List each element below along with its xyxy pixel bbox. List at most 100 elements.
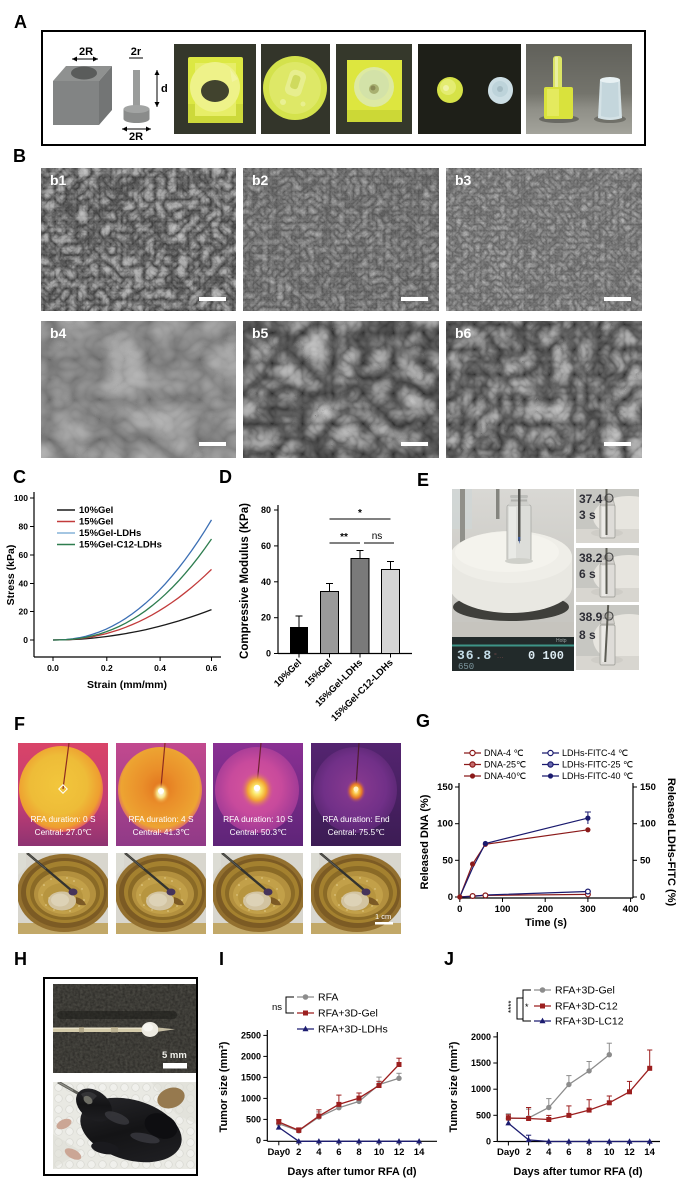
svg-text:Central: 27.0℃: Central: 27.0℃ (35, 827, 92, 837)
svg-text:1500: 1500 (241, 1072, 261, 1082)
svg-text:15%Gel: 15%Gel (79, 517, 113, 528)
svg-text:Days after tumor RFA (d): Days after tumor RFA (d) (287, 1166, 417, 1178)
svg-text:150: 150 (437, 782, 453, 793)
svg-text:100: 100 (640, 819, 656, 830)
svg-text:b6: b6 (455, 325, 472, 341)
svg-text:RFA duration: 0 S: RFA duration: 0 S (30, 814, 95, 824)
svg-text:ns: ns (272, 1002, 282, 1013)
svg-text:0: 0 (448, 892, 453, 903)
svg-text:**: ** (340, 532, 348, 543)
svg-text:Hotp: Hotp (556, 638, 567, 644)
svg-text:1 cm: 1 cm (375, 912, 391, 921)
svg-text:ns: ns (372, 531, 383, 542)
svg-text:100: 100 (495, 904, 511, 915)
svg-text:5 mm: 5 mm (162, 1050, 187, 1061)
svg-text:LDHs-FITC-4 ℃: LDHs-FITC-4 ℃ (562, 748, 628, 758)
svg-text:Stress (kPa): Stress (kPa) (5, 545, 17, 606)
svg-text:80: 80 (19, 522, 29, 532)
svg-text:0: 0 (266, 649, 271, 659)
svg-text:80: 80 (261, 505, 271, 515)
svg-text:300: 300 (580, 904, 596, 915)
svg-text:4: 4 (316, 1147, 322, 1158)
svg-text:20: 20 (261, 613, 271, 623)
svg-text:b2: b2 (252, 172, 269, 188)
svg-text:d: d (161, 83, 168, 95)
svg-text:6: 6 (336, 1147, 341, 1158)
svg-text:Tumor size (mm³): Tumor size (mm³) (448, 1041, 460, 1132)
svg-text:3 s: 3 s (579, 508, 596, 522)
svg-text:Released LDHs-FITC (%): Released LDHs-FITC (%) (665, 778, 677, 907)
svg-text:2: 2 (296, 1147, 301, 1158)
svg-text:15%Gel-C12-LDHs: 15%Gel-C12-LDHs (79, 540, 162, 551)
svg-text:RFA+3D-C12: RFA+3D-C12 (555, 1001, 618, 1013)
svg-text:0: 0 (486, 1137, 491, 1147)
svg-text:10: 10 (374, 1147, 385, 1158)
svg-text:14: 14 (644, 1147, 655, 1158)
svg-text:1000: 1000 (471, 1084, 491, 1094)
svg-text:1500: 1500 (471, 1058, 491, 1068)
svg-text:10%Gel: 10%Gel (79, 505, 113, 516)
svg-text:RFA+3D-Gel: RFA+3D-Gel (318, 1008, 378, 1020)
svg-text:Day0: Day0 (267, 1147, 290, 1158)
svg-text:0: 0 (23, 635, 28, 645)
svg-text:RFA+3D-LDHs: RFA+3D-LDHs (318, 1024, 388, 1036)
svg-text:Strain (mm/mm): Strain (mm/mm) (87, 679, 167, 691)
svg-text:0: 0 (256, 1135, 261, 1145)
svg-text:b4: b4 (50, 325, 67, 341)
svg-text:37.4: 37.4 (579, 492, 603, 506)
svg-text:RFA duration: 10 S: RFA duration: 10 S (223, 814, 293, 824)
svg-text:14: 14 (414, 1147, 425, 1158)
svg-text:500: 500 (476, 1110, 491, 1120)
svg-text:DNA-40℃: DNA-40℃ (484, 771, 526, 781)
svg-text:RFA: RFA (318, 992, 338, 1004)
svg-text:Compressive Modulus (KPa): Compressive Modulus (KPa) (239, 503, 251, 659)
svg-text:0: 0 (640, 892, 645, 903)
svg-text:50: 50 (442, 855, 453, 866)
svg-text:°…: °… (494, 652, 504, 660)
svg-text:2R: 2R (79, 46, 93, 58)
svg-text:1000: 1000 (241, 1093, 261, 1103)
svg-text:50: 50 (640, 855, 651, 866)
svg-text:6: 6 (566, 1147, 571, 1158)
svg-text:150: 150 (640, 782, 656, 793)
svg-text:200: 200 (537, 904, 553, 915)
svg-text:0 100: 0 100 (528, 649, 564, 663)
svg-text:60: 60 (261, 541, 271, 551)
svg-text:8: 8 (356, 1147, 361, 1158)
svg-text:8: 8 (586, 1147, 591, 1158)
svg-text:DNA-4 ℃: DNA-4 ℃ (484, 748, 524, 758)
svg-text:LDHs-FITC-25 ℃: LDHs-FITC-25 ℃ (562, 760, 633, 770)
svg-text:40: 40 (19, 579, 29, 589)
svg-text:RFA+3D-LC12: RFA+3D-LC12 (555, 1016, 624, 1028)
svg-text:650: 650 (458, 662, 474, 671)
svg-text:40: 40 (261, 577, 271, 587)
svg-text:RFA duration: 4 S: RFA duration: 4 S (128, 814, 193, 824)
svg-text:12: 12 (394, 1147, 405, 1158)
svg-text:38.2: 38.2 (579, 551, 603, 565)
svg-text:400: 400 (623, 904, 639, 915)
svg-text:Central: 50.3℃: Central: 50.3℃ (230, 827, 287, 837)
svg-text:10: 10 (604, 1147, 615, 1158)
svg-text:DNA-25℃: DNA-25℃ (484, 760, 526, 770)
svg-text:Central: 75.5℃: Central: 75.5℃ (328, 827, 385, 837)
svg-text:0.2: 0.2 (101, 663, 113, 673)
svg-text:0.0: 0.0 (47, 663, 59, 673)
svg-text:2r: 2r (131, 46, 142, 58)
svg-text:Tumor size (mm³): Tumor size (mm³) (218, 1041, 230, 1132)
svg-text:2: 2 (526, 1147, 531, 1158)
svg-text:60: 60 (19, 550, 29, 560)
svg-text:36.8: 36.8 (457, 648, 492, 663)
svg-text:38.9: 38.9 (579, 610, 603, 624)
svg-text:100: 100 (437, 819, 453, 830)
svg-text:Day0: Day0 (497, 1147, 520, 1158)
svg-text:500: 500 (246, 1114, 261, 1124)
svg-text:****: **** (507, 1001, 516, 1013)
svg-text:b1: b1 (50, 172, 67, 188)
svg-text:Days after tumor RFA (d): Days after tumor RFA (d) (513, 1166, 643, 1178)
svg-text:4: 4 (546, 1147, 552, 1158)
svg-text:2000: 2000 (241, 1051, 261, 1061)
svg-text:2500: 2500 (241, 1030, 261, 1040)
svg-text:Released DNA (%): Released DNA (%) (419, 794, 431, 889)
svg-text:0.4: 0.4 (154, 663, 166, 673)
svg-text:Central: 41.3℃: Central: 41.3℃ (133, 827, 190, 837)
